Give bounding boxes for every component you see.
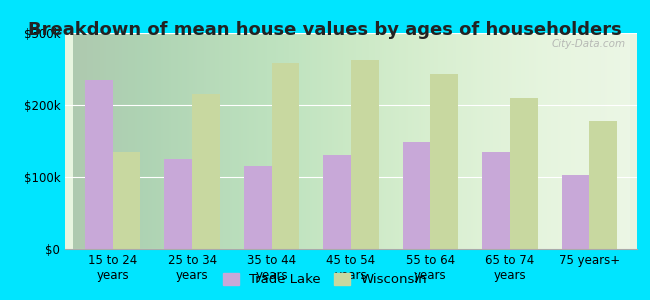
Bar xyxy=(482,152,510,249)
Bar xyxy=(112,152,140,249)
Bar xyxy=(430,74,458,249)
Bar xyxy=(244,166,272,249)
Bar xyxy=(590,121,617,249)
Bar xyxy=(562,175,590,249)
Bar xyxy=(402,142,430,249)
Bar xyxy=(510,98,538,249)
Bar xyxy=(85,80,112,249)
Legend: Trade Lake, Wisconsin: Trade Lake, Wisconsin xyxy=(219,269,431,290)
Bar xyxy=(164,159,192,249)
Text: Breakdown of mean house values by ages of householders: Breakdown of mean house values by ages o… xyxy=(28,21,622,39)
Bar xyxy=(192,94,220,249)
Text: City-Data.com: City-Data.com xyxy=(551,40,625,50)
Bar xyxy=(272,63,300,249)
Bar xyxy=(323,155,351,249)
Bar xyxy=(351,60,379,249)
